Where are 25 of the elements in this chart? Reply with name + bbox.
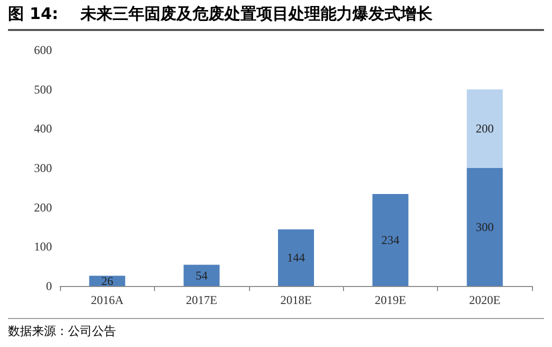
y-tick-label: 200 — [34, 200, 52, 214]
y-tick-label: 600 — [34, 43, 52, 57]
data-label: 300 — [476, 220, 494, 234]
y-tick-label: 500 — [34, 82, 52, 96]
data-label: 234 — [381, 232, 400, 247]
bar — [372, 194, 408, 286]
x-tick-label: 2018E — [280, 293, 312, 307]
data-label: 26 — [101, 274, 114, 288]
x-tick-label: 2019E — [374, 293, 406, 307]
y-tick-label: 100 — [34, 240, 52, 254]
x-tick-label: 2016A — [90, 293, 124, 307]
chart-title: 图 14: 未来三年固废及危废处置项目处理能力爆发式增长 — [8, 4, 544, 31]
x-tick-label: 2020E — [469, 293, 500, 307]
bar — [466, 89, 503, 168]
data-label: 54 — [196, 268, 208, 282]
source-note: 数据来源：公司公告 — [8, 318, 544, 340]
data-label: 200 — [476, 122, 494, 136]
data-label: 144 — [287, 250, 305, 265]
y-tick-label: 0 — [46, 279, 52, 293]
x-tick-label: 2017E — [186, 293, 218, 307]
y-tick-label: 400 — [34, 122, 52, 136]
bar — [466, 168, 503, 286]
bar — [278, 229, 314, 286]
y-tick-label: 300 — [34, 161, 52, 175]
bar — [184, 264, 220, 286]
